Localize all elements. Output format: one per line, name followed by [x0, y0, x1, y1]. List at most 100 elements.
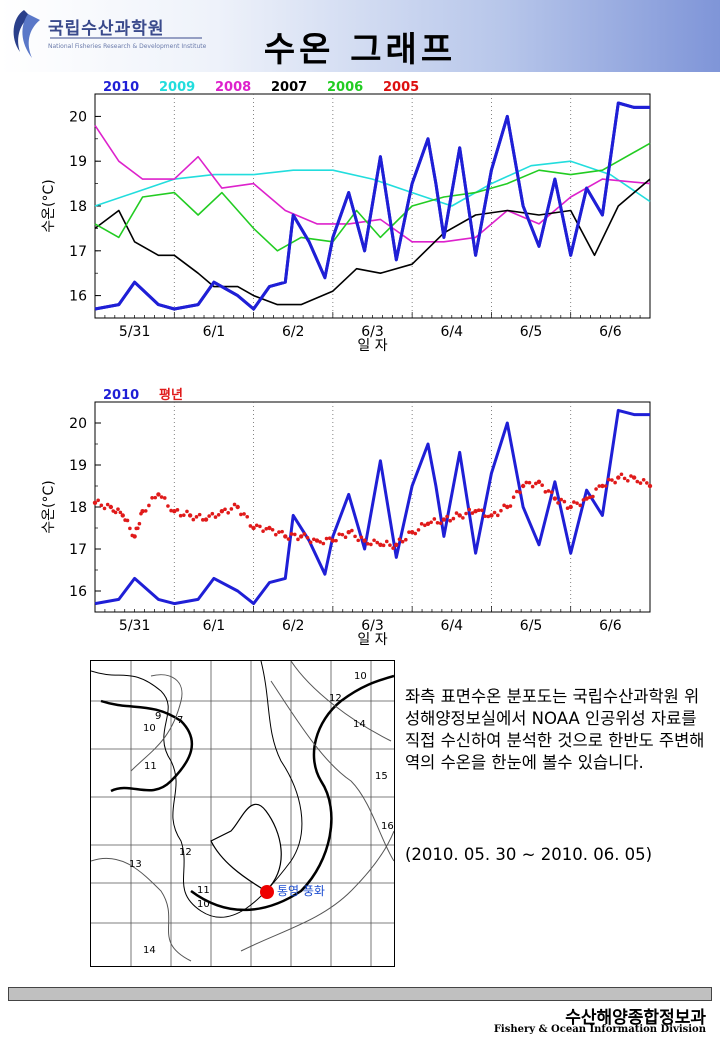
- series-point-평년: [353, 534, 357, 539]
- series-point-평년: [334, 538, 338, 543]
- series-point-평년: [438, 521, 443, 526]
- series-point-평년: [486, 514, 491, 519]
- series-point-평년: [384, 539, 389, 544]
- series-point-평년: [530, 484, 535, 489]
- contour-label: 10: [354, 671, 367, 682]
- series-point-평년: [187, 513, 193, 518]
- series-point-평년: [549, 490, 554, 494]
- series-point-평년: [213, 515, 218, 519]
- header-band: [0, 0, 720, 72]
- series-point-평년: [96, 498, 100, 503]
- series-point-평년: [631, 475, 637, 480]
- series-point-평년: [400, 539, 405, 544]
- series-point-평년: [378, 542, 383, 547]
- series-point-평년: [286, 537, 291, 541]
- series-point-평년: [137, 521, 142, 526]
- series-point-평년: [359, 535, 364, 540]
- series-point-평년: [489, 513, 494, 518]
- series-line-2006: [94, 142, 651, 252]
- series-point-평년: [619, 472, 624, 477]
- series-point-평년: [116, 507, 120, 511]
- x-axis-label: 일 자: [357, 338, 387, 354]
- y-tick-label: 17: [69, 542, 87, 558]
- series-point-평년: [629, 474, 633, 478]
- series-point-평년: [92, 500, 98, 505]
- footer-bar: [8, 987, 712, 1001]
- series-point-평년: [140, 509, 145, 514]
- legend-entry: 2005: [383, 80, 419, 95]
- series-point-평년: [540, 483, 544, 488]
- series-point-평년: [407, 530, 411, 534]
- contour-label: 9: [155, 711, 161, 722]
- series-point-평년: [409, 530, 415, 535]
- x-tick-label: 6/2: [282, 324, 305, 340]
- legend-entry: 2010: [103, 388, 139, 403]
- sst-map-svg: 12 10 9 7 10 14 11 15 16 12 13 11 10 14 …: [90, 660, 395, 966]
- series-point-평년: [559, 497, 563, 502]
- series-line-2008: [94, 124, 651, 243]
- series-point-평년: [581, 498, 586, 502]
- series-point-평년: [432, 517, 437, 521]
- series-point-평년: [524, 480, 529, 485]
- series-point-평년: [419, 522, 424, 526]
- series-point-평년: [289, 532, 294, 536]
- series-point-평년: [159, 495, 164, 499]
- series-point-평년: [226, 511, 230, 515]
- series-point-평년: [245, 514, 250, 519]
- series-point-평년: [473, 509, 478, 514]
- description-text: 좌측 표면수온 분포도는 국립수산과학원 위성해양정보실에서 NOAA 인공위성…: [405, 687, 705, 772]
- legend-entry: 2008: [215, 80, 251, 95]
- y-tick-label: 16: [69, 289, 87, 305]
- x-tick-label: 6/6: [599, 618, 622, 634]
- series-point-평년: [568, 504, 573, 510]
- series-point-평년: [308, 540, 313, 545]
- y-tick-label: 20: [69, 416, 87, 432]
- series-point-평년: [118, 510, 123, 515]
- series-point-평년: [343, 535, 348, 540]
- station-marker-icon: [260, 885, 274, 899]
- series-point-평년: [210, 511, 215, 516]
- series-point-평년: [425, 521, 431, 526]
- x-tick-label: 6/5: [520, 324, 543, 340]
- series-point-평년: [153, 495, 158, 500]
- series-point-평년: [641, 477, 646, 482]
- org-sub: National Fisheries Research & Developmen…: [48, 43, 207, 50]
- series-point-평년: [552, 496, 558, 501]
- series-point-평년: [147, 503, 151, 508]
- legend-entry: 2010: [103, 80, 139, 95]
- series-point-평년: [298, 534, 304, 539]
- series-point-평년: [603, 484, 608, 488]
- footer-title: 수산해양종합정보과: [565, 1008, 706, 1028]
- series-point-평년: [536, 479, 542, 484]
- series-point-평년: [578, 503, 583, 508]
- series-point-평년: [534, 481, 538, 486]
- series-point-평년: [365, 541, 370, 546]
- series-point-평년: [156, 492, 161, 497]
- series-point-평년: [162, 496, 167, 500]
- series-point-평년: [312, 537, 316, 542]
- series-point-평년: [254, 523, 259, 528]
- series-point-평년: [375, 540, 380, 545]
- series-point-평년: [518, 490, 522, 495]
- series-line-2010-top: [94, 101, 650, 311]
- series-point-평년: [327, 536, 332, 541]
- y-axis-label: 수온(°C): [41, 179, 57, 232]
- series-point-평년: [201, 518, 205, 522]
- x-tick-label: 6/6: [599, 324, 622, 340]
- series-point-평년: [175, 508, 180, 512]
- series-point-평년: [616, 475, 621, 480]
- series-point-평년: [613, 480, 617, 485]
- x-tick-label: 5/31: [119, 618, 150, 634]
- series-point-평년: [191, 517, 196, 522]
- page-title: 수온 그래프: [263, 30, 457, 70]
- series-point-평년: [584, 496, 589, 501]
- series-point-평년: [251, 525, 256, 531]
- series-point-평년: [600, 483, 605, 489]
- series-point-평년: [638, 481, 643, 485]
- series-point-평년: [626, 478, 630, 483]
- series-point-평년: [270, 527, 275, 532]
- x-tick-label: 5/31: [119, 324, 150, 340]
- series-point-평년: [464, 511, 468, 516]
- series-point-평년: [185, 509, 189, 514]
- series-point-평년: [397, 537, 402, 542]
